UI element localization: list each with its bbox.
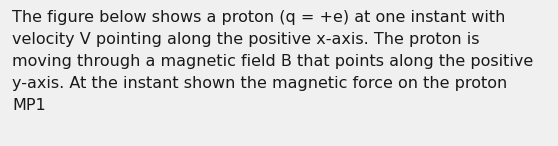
Text: MP1: MP1 [12,98,46,113]
Text: velocity V pointing along the positive x-axis. The proton is: velocity V pointing along the positive x… [12,32,479,47]
Text: The figure below shows a proton (q = +e) at one instant with: The figure below shows a proton (q = +e)… [12,10,506,25]
Text: y-axis. At the instant shown the magnetic force on the proton: y-axis. At the instant shown the magneti… [12,76,507,91]
Text: moving through a magnetic field B that points along the positive: moving through a magnetic field B that p… [12,54,533,69]
